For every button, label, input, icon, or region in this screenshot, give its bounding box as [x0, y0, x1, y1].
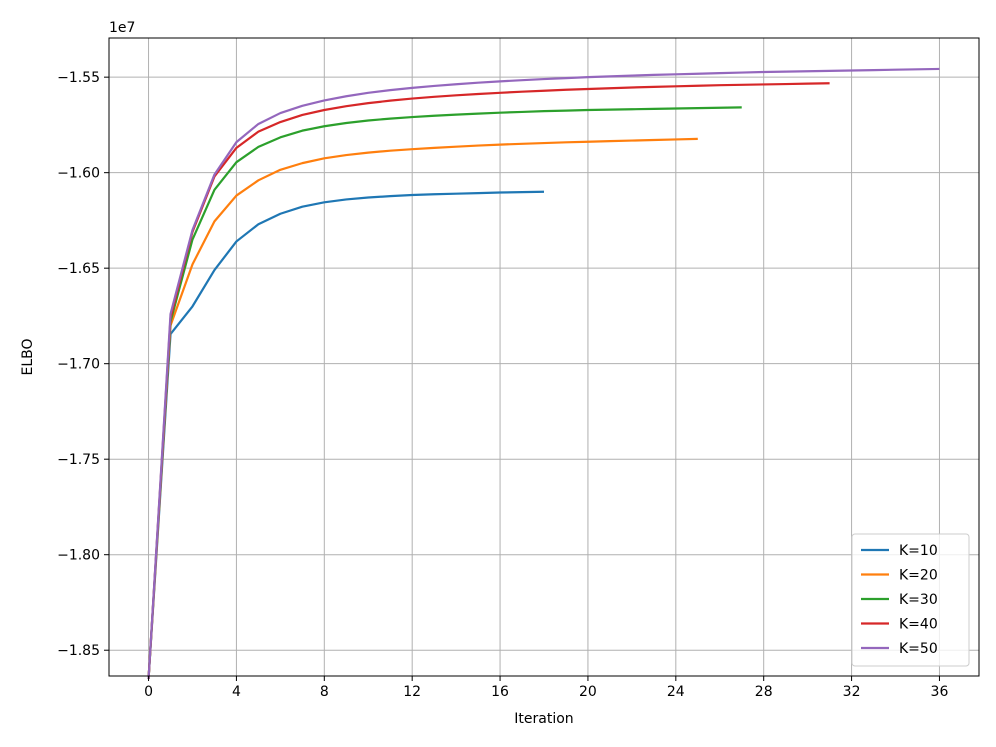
legend-box: [851, 533, 970, 667]
y-tick-label: −1.80: [57, 548, 100, 564]
series-layer: [147, 67, 940, 679]
legend-label: K=50: [899, 641, 938, 657]
series-line-0: [147, 190, 545, 679]
legend: K=10 K=20 K=30 K=40 K=50: [851, 533, 970, 667]
y-tick-label: −1.55: [57, 70, 100, 86]
x-tick-label: 16: [491, 684, 509, 700]
x-axis-label: Iteration: [514, 711, 573, 727]
y-tick-label: −1.85: [57, 643, 100, 659]
y-tick-label: −1.60: [57, 166, 100, 182]
x-tick-label: 32: [843, 684, 861, 700]
x-tick-label: 24: [667, 684, 685, 700]
ticks: 0 4 8 12 16 20 24 28 32 36 −1.85 −1.80 −1.75 −1.70 −1.…: [57, 70, 948, 700]
x-tick-label: 28: [755, 684, 773, 700]
series-line-4: [147, 67, 940, 679]
series-line-2: [147, 106, 742, 679]
legend-label: K=40: [899, 617, 938, 633]
series-line-1: [147, 137, 698, 679]
y-tick-label: −1.70: [57, 357, 100, 373]
plot-frame: [108, 37, 980, 677]
x-tick-label: 4: [232, 684, 241, 700]
y-axis-label: ELBO: [20, 338, 36, 375]
series-line-3: [147, 82, 830, 679]
legend-label: K=10: [899, 543, 938, 559]
x-tick-label: 36: [931, 684, 949, 700]
x-tick-label: 12: [403, 684, 421, 700]
x-tick-label: 0: [144, 684, 153, 700]
x-tick-label: 20: [579, 684, 597, 700]
y-offset-label: 1e7: [109, 20, 135, 36]
legend-label: K=20: [899, 568, 938, 584]
y-tick-label: −1.75: [57, 452, 100, 468]
legend-label: K=30: [899, 592, 938, 608]
x-tick-label: 8: [320, 684, 329, 700]
y-tick-label: −1.65: [57, 261, 100, 277]
